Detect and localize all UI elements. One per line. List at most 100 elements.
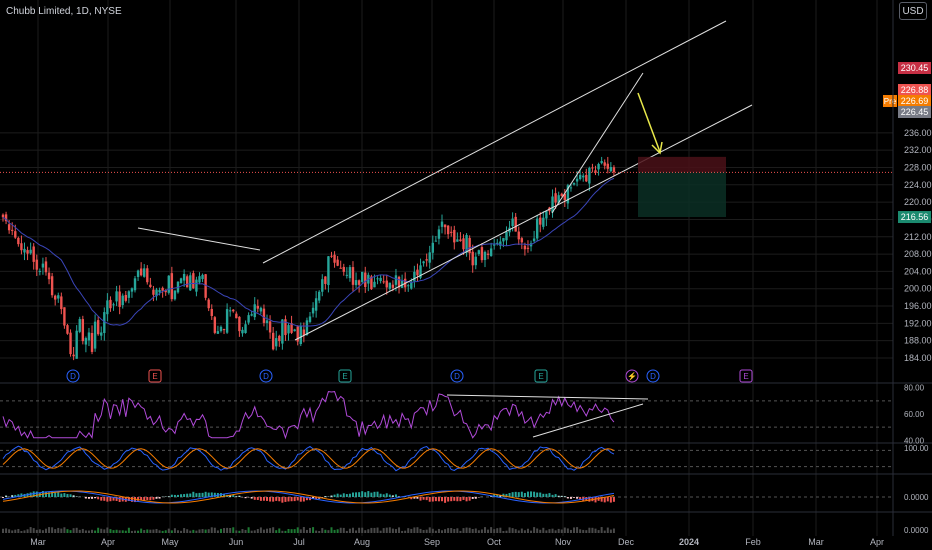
candle <box>38 270 42 272</box>
vol-bar <box>606 527 609 533</box>
candle <box>87 332 91 341</box>
candle <box>103 312 106 334</box>
candle <box>425 259 428 261</box>
vol-bar <box>299 529 302 533</box>
macd-bar <box>569 497 572 499</box>
candle <box>47 272 51 280</box>
vol-bar <box>204 529 207 533</box>
macd-bar <box>530 491 533 497</box>
vol-bar <box>573 527 576 533</box>
macd-bar <box>456 497 459 502</box>
macd-bar <box>557 495 560 497</box>
vol-bar <box>401 530 404 533</box>
macd-bar <box>508 493 511 497</box>
candle <box>93 321 97 349</box>
macd-bar <box>410 497 413 500</box>
macd-bar <box>471 497 474 499</box>
vol-bar <box>266 528 269 533</box>
macd-bar <box>207 492 210 497</box>
vol-bar <box>186 529 189 533</box>
candle <box>284 319 287 336</box>
vol-bar <box>293 529 296 533</box>
candle <box>505 231 508 241</box>
y-tick-label: 236.00 <box>904 128 932 138</box>
vol-bar <box>302 527 305 533</box>
candle <box>591 167 594 169</box>
candle <box>118 291 121 307</box>
candle <box>250 314 253 316</box>
candle <box>388 282 392 289</box>
x-tick-label: Nov <box>555 537 572 547</box>
candle <box>213 317 217 333</box>
candle <box>517 231 520 240</box>
vol-bar <box>517 530 520 533</box>
vol-bar <box>17 529 20 533</box>
vol-bar <box>235 530 238 533</box>
vol-bar <box>407 528 410 533</box>
candle <box>225 309 229 333</box>
macd-bar <box>155 497 158 499</box>
macd-bar <box>376 491 379 497</box>
vol-bar <box>115 529 118 533</box>
candle <box>216 331 220 334</box>
vol-bar <box>97 527 100 533</box>
candle <box>364 272 367 287</box>
candle <box>422 261 425 264</box>
candle <box>302 329 306 336</box>
vol-bar <box>548 529 551 533</box>
vol-bar <box>223 528 226 533</box>
x-tick-label: Jul <box>293 537 305 547</box>
candle <box>474 256 477 266</box>
macd-bar <box>437 497 440 502</box>
candle <box>560 193 563 197</box>
vol-bar <box>158 530 161 533</box>
candle <box>434 240 438 242</box>
stoch-d-line <box>2 448 615 469</box>
macd-bar <box>253 497 256 500</box>
macd-bar <box>223 494 226 497</box>
candle <box>410 281 413 289</box>
vol-bar <box>557 528 560 533</box>
candle <box>437 229 441 239</box>
vol-bar <box>585 530 588 533</box>
candle <box>397 276 401 288</box>
candle <box>572 183 576 185</box>
candle <box>90 333 94 352</box>
macd-bar <box>137 497 140 501</box>
macd-bar <box>315 497 318 500</box>
macd-bar <box>545 493 548 497</box>
candle <box>262 308 266 323</box>
vol-bar <box>149 529 152 533</box>
macd-bar <box>339 494 342 497</box>
candle <box>431 242 434 253</box>
macd-bar <box>330 495 333 497</box>
vol-bar <box>146 529 149 533</box>
vol-bar <box>66 529 69 533</box>
candle <box>235 313 238 319</box>
macd-bar <box>588 497 591 502</box>
candle <box>63 307 66 326</box>
candle <box>526 247 530 249</box>
candle <box>158 290 161 293</box>
vol-bar <box>591 527 594 533</box>
vol-bar <box>425 529 428 533</box>
vol-bar <box>210 527 213 533</box>
event-label: D <box>454 372 460 381</box>
currency-button[interactable]: USD <box>899 2 927 20</box>
vol-bar <box>278 528 281 533</box>
macd-bar <box>385 493 388 497</box>
candle <box>232 309 235 312</box>
vol-bar <box>514 529 517 533</box>
x-tick-label: Feb <box>745 537 761 547</box>
candle <box>575 178 579 182</box>
macd-bar <box>5 495 8 497</box>
candle <box>296 326 299 342</box>
macd-bar <box>127 497 130 502</box>
vol-bar <box>477 530 480 533</box>
macd-bar <box>20 493 23 497</box>
candle <box>471 251 474 266</box>
candle <box>115 291 118 302</box>
candle <box>612 167 616 173</box>
macd-bar <box>358 492 361 497</box>
